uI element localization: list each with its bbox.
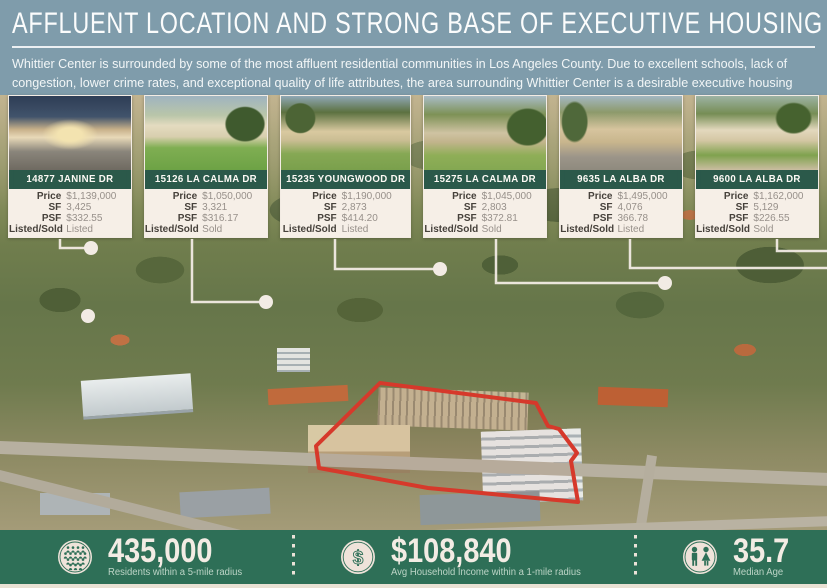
listing-photo xyxy=(424,96,547,170)
psf-value: $372.81 xyxy=(481,213,518,224)
sf-label: SF xyxy=(323,202,337,213)
price-value: $1,045,000 xyxy=(481,191,532,202)
sf-label: SF xyxy=(599,202,613,213)
big-box-store xyxy=(80,373,194,420)
price-label: Price xyxy=(172,191,198,202)
header-section: AFFLUENT LOCATION AND STRONG BASE OF EXE… xyxy=(0,0,827,109)
dotted-divider xyxy=(292,535,296,579)
stat-median-age: 35.7 Median Age xyxy=(680,532,799,578)
price-label: Price xyxy=(723,191,749,202)
dotted-divider xyxy=(633,535,637,579)
listing-photo xyxy=(696,96,818,170)
listing-address: 14877 JANINE DR xyxy=(13,170,127,189)
sf-value: 3,425 xyxy=(66,202,92,213)
psf-label: PSF xyxy=(177,213,198,224)
listing-cards: 14877 JANINE DR Price $1,139,000 SF 3,425 … xyxy=(0,95,827,238)
crowd-icon xyxy=(58,540,92,574)
sf-value: 2,803 xyxy=(481,202,507,213)
status-label: Listed/Sold xyxy=(282,224,337,235)
title-divider xyxy=(12,46,815,48)
psf-value: $414.20 xyxy=(341,213,378,224)
sf-value: 2,873 xyxy=(341,202,367,213)
status-label: Listed/Sold xyxy=(424,224,479,235)
listing-card: 15235 YOUNGWOOD DR Price $1,190,000 SF 2,8… xyxy=(279,95,412,238)
psf-label: PSF xyxy=(41,213,62,224)
listing-card: 9635 LA ALBA DR Price $1,495,000 SF 4,076 … xyxy=(559,95,684,238)
stat-residents: 435,000 Residents within a 5-mile radius xyxy=(55,532,249,578)
listing-address: 15126 LA CALMA DR xyxy=(149,170,262,189)
stat-label: Median Age xyxy=(732,567,783,578)
listing-photo xyxy=(560,96,683,170)
sf-label: SF xyxy=(184,202,198,213)
retail-strip xyxy=(597,386,669,408)
psf-label: PSF xyxy=(728,213,749,224)
sf-value: 4,076 xyxy=(617,202,643,213)
stat-income: $ $108,840 Avg Household Income within a… xyxy=(338,532,591,578)
people-icon xyxy=(682,540,717,574)
price-label: Price xyxy=(588,191,613,202)
page-edge xyxy=(0,584,827,588)
status-value: Listed xyxy=(66,224,93,235)
office-building xyxy=(277,348,310,372)
listing-card: 9600 LA ALBA DR Price $1,162,000 SF 5,129 … xyxy=(695,95,819,238)
listing-photo xyxy=(280,96,411,170)
sf-label: SF xyxy=(48,202,62,213)
stat-value: 35.7 xyxy=(732,532,790,570)
listing-card: 14877 JANINE DR Price $1,139,000 SF 3,425 … xyxy=(8,95,132,238)
sf-label: SF xyxy=(735,202,749,213)
listing-address: 15275 LA CALMA DR xyxy=(429,170,542,189)
sf-value: 3,321 xyxy=(202,202,228,213)
status-value: Listed xyxy=(341,224,369,235)
status-value: Sold xyxy=(202,224,223,235)
photo-haze xyxy=(0,95,827,245)
listing-photo xyxy=(9,96,131,170)
listing-card: 15126 LA CALMA DR Price $1,050,000 SF 3,32… xyxy=(143,95,268,238)
listing-address: 15235 YOUNGWOOD DR xyxy=(285,170,406,189)
stats-bar: 435,000 Residents within a 5-mile radius… xyxy=(0,530,827,584)
price-label: Price xyxy=(452,191,477,202)
status-value: Listed xyxy=(617,224,645,235)
main-road xyxy=(0,440,827,487)
psf-value: 366.78 xyxy=(617,213,649,224)
psf-value: $226.55 xyxy=(753,213,790,224)
price-value: $1,495,000 xyxy=(617,191,668,202)
psf-label: PSF xyxy=(593,213,613,224)
listing-photo xyxy=(144,96,267,170)
stat-value: $108,840 xyxy=(391,532,512,570)
psf-value: $316.17 xyxy=(202,213,239,224)
psf-value: $332.55 xyxy=(66,213,103,224)
price-value: $1,139,000 xyxy=(66,191,117,202)
sf-label: SF xyxy=(463,202,477,213)
dollar-icon: $ xyxy=(341,540,376,574)
status-label: Listed/Sold xyxy=(9,224,63,235)
commercial-roof xyxy=(179,487,271,519)
sf-value: 5,129 xyxy=(753,202,779,213)
psf-label: PSF xyxy=(317,213,337,224)
status-value: Sold xyxy=(753,224,774,235)
svg-text:$: $ xyxy=(353,548,364,569)
price-value: $1,162,000 xyxy=(753,191,804,202)
psf-label: PSF xyxy=(457,213,477,224)
status-label: Listed/Sold xyxy=(144,224,199,235)
stat-value: 435,000 xyxy=(108,532,213,570)
price-value: $1,190,000 xyxy=(341,191,392,202)
listing-card: 15275 LA CALMA DR Price $1,045,000 SF 2,80… xyxy=(423,95,548,238)
stat-label: Avg Household Income within a 1-mile rad… xyxy=(391,567,581,578)
status-label: Listed/Sold xyxy=(696,224,751,235)
page-title: AFFLUENT LOCATION AND STRONG BASE OF EXE… xyxy=(12,7,823,40)
status-label: Listed/Sold xyxy=(560,224,615,235)
listing-address: 9600 LA ALBA DR xyxy=(700,170,814,189)
aerial-photo xyxy=(0,95,827,533)
status-value: Sold xyxy=(481,224,502,235)
commercial-roof xyxy=(419,490,541,526)
price-label: Price xyxy=(36,191,62,202)
retail-strip xyxy=(267,384,349,406)
listing-address: 9635 LA ALBA DR xyxy=(565,170,678,189)
price-label: Price xyxy=(312,191,337,202)
price-value: $1,050,000 xyxy=(202,191,253,202)
stat-label: Residents within a 5-mile radius xyxy=(108,567,243,578)
